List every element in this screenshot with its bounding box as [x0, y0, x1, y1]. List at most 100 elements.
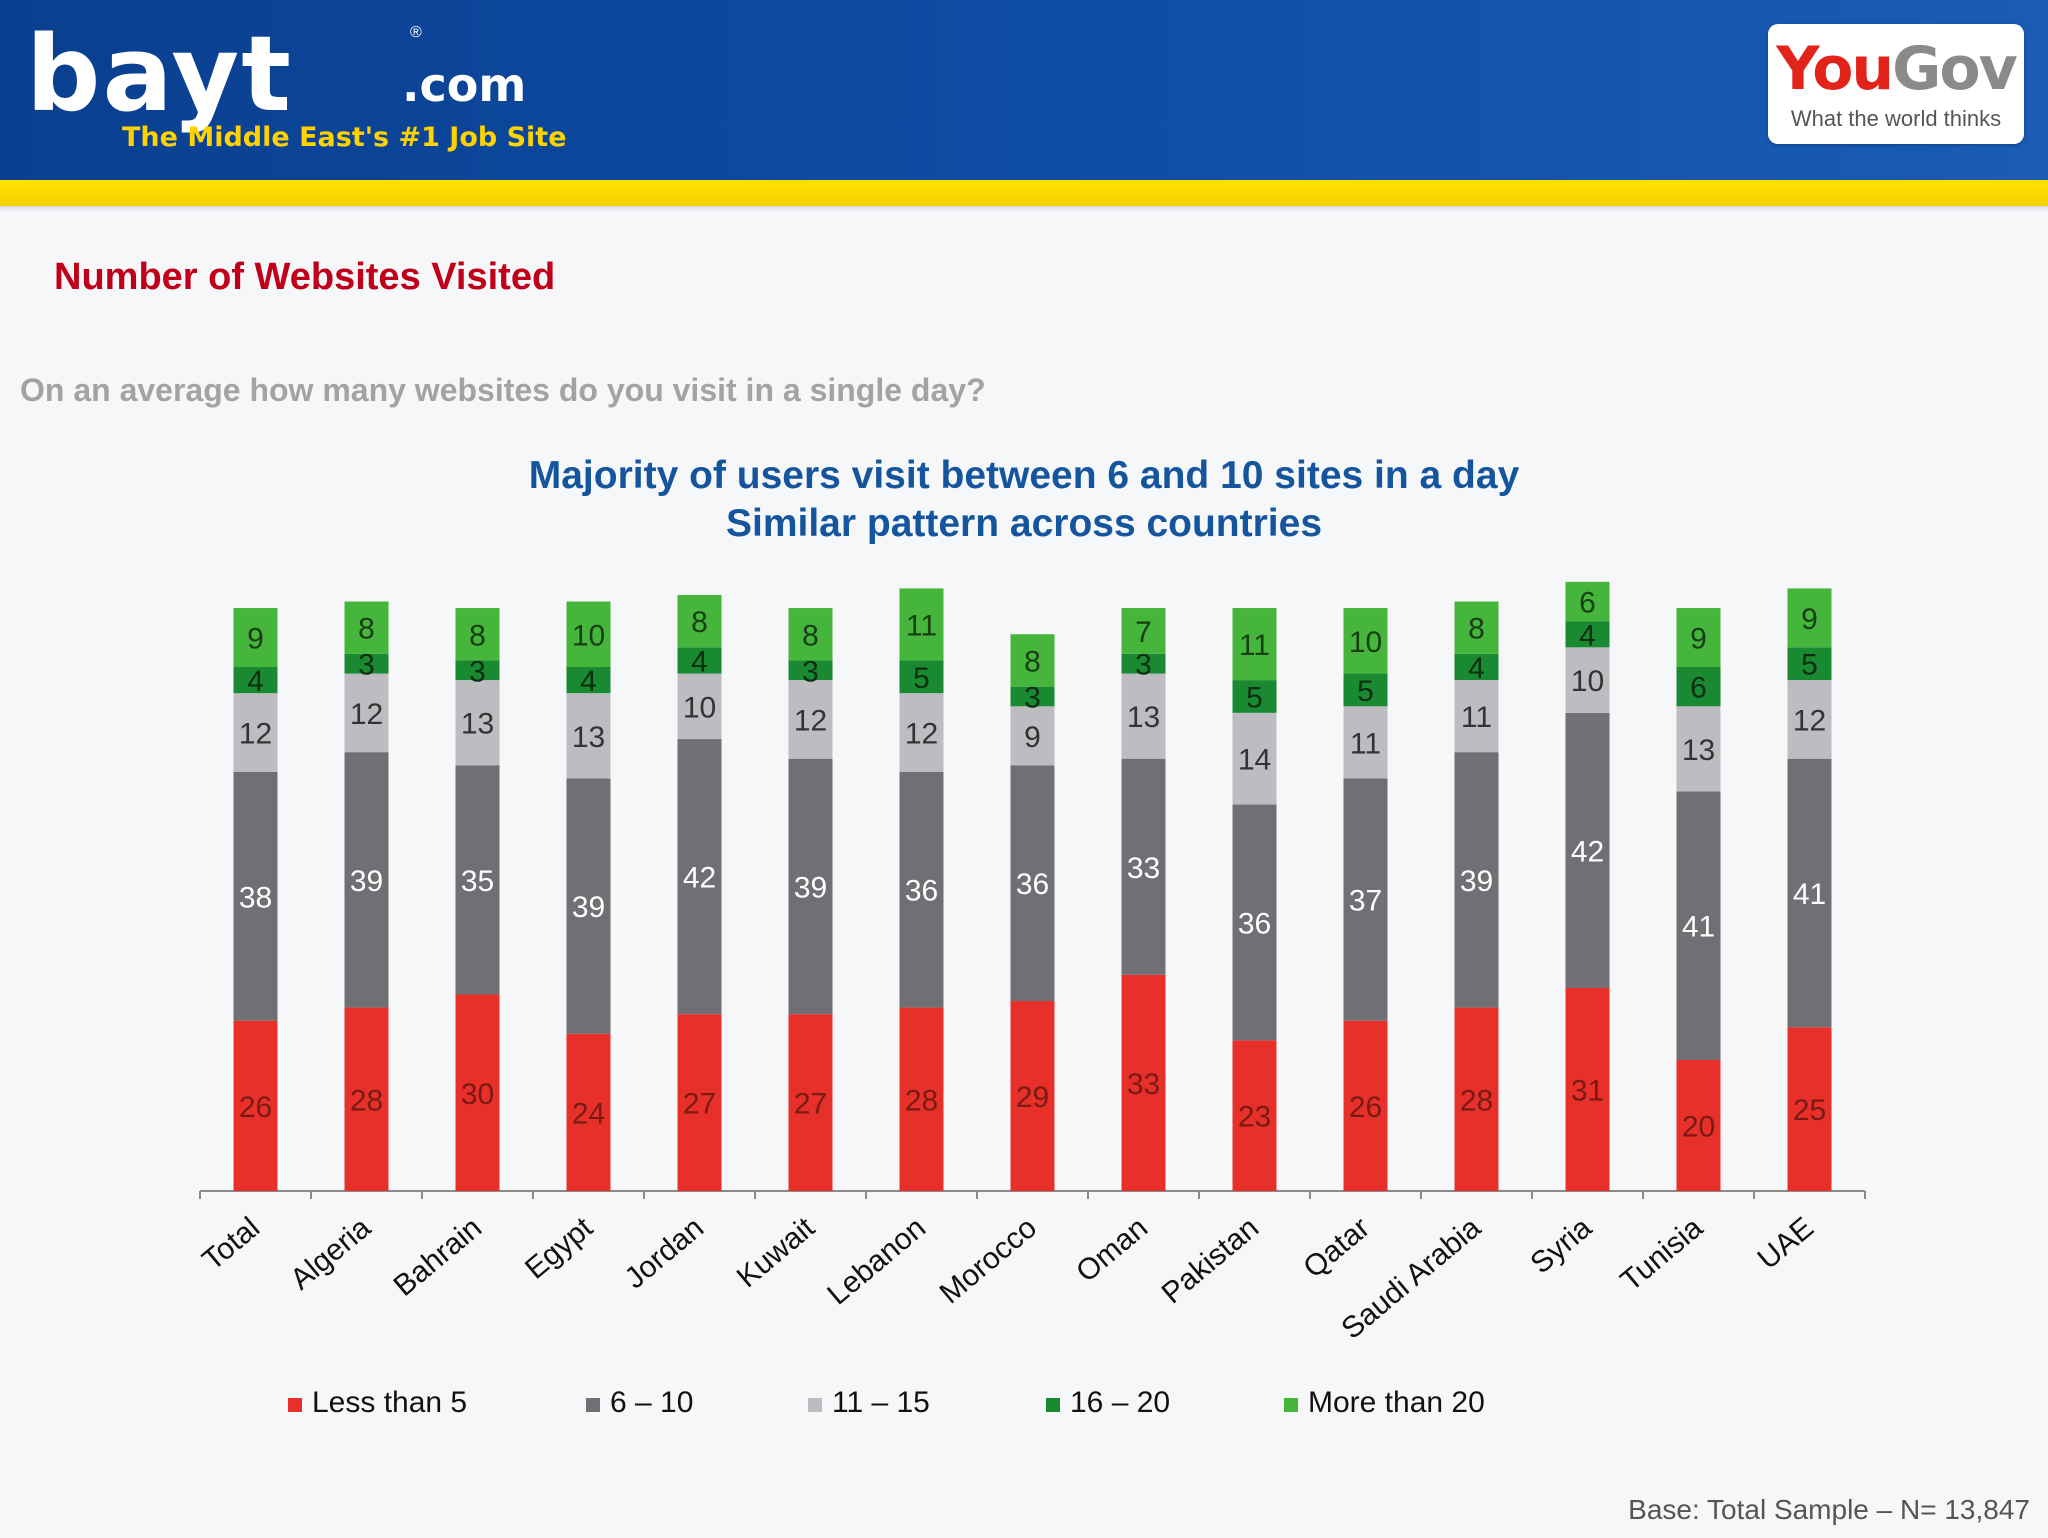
- bar-segment: [1232, 608, 1277, 681]
- data-label: 27: [794, 1088, 827, 1121]
- yougov-wordmark: YouGov: [1768, 34, 2024, 104]
- data-label: 36: [1016, 868, 1049, 901]
- bar-segment: [344, 673, 389, 753]
- bar-segment: [788, 608, 833, 661]
- bar-segment: [1232, 680, 1277, 713]
- bar-segment: [1454, 601, 1499, 654]
- data-label: 8: [691, 606, 708, 639]
- registered-mark: ®: [410, 24, 422, 41]
- bar-segment: [677, 739, 722, 1015]
- bar-segment: [1343, 673, 1388, 707]
- data-label: 39: [794, 871, 827, 904]
- x-tick-label: Total: [196, 1211, 266, 1277]
- bar-segment: [1121, 653, 1166, 674]
- header-shadow: [0, 206, 2048, 212]
- data-label: 28: [905, 1084, 938, 1117]
- bar-segment: [788, 1014, 833, 1191]
- bar-segment: [1343, 608, 1388, 674]
- bar-segment: [1676, 1060, 1721, 1191]
- bar-segment: [566, 1033, 611, 1191]
- data-label: 9: [1024, 721, 1041, 754]
- bayt-logo[interactable]: bayt .com ®: [26, 22, 526, 126]
- bar-segment: [677, 594, 722, 648]
- bar-segment: [1010, 706, 1055, 766]
- data-label: 13: [1127, 701, 1160, 734]
- bar-segment: [788, 660, 833, 681]
- data-label: 30: [461, 1078, 494, 1111]
- x-tick-label: Syria: [1524, 1211, 1598, 1280]
- data-label: 37: [1349, 885, 1382, 918]
- data-label: 4: [1468, 652, 1485, 685]
- bar-segment: [1121, 673, 1166, 759]
- bar-segment: [899, 660, 944, 694]
- bar-segment: [1565, 987, 1610, 1191]
- data-label: 11: [1239, 629, 1270, 662]
- data-label: 5: [913, 662, 930, 695]
- x-tick-label: Pakistan: [1156, 1211, 1265, 1310]
- data-label: 42: [683, 862, 716, 895]
- bar-segment: [1565, 712, 1610, 988]
- bar-segment: [1787, 758, 1832, 1028]
- bar-segment: [455, 608, 500, 661]
- bar-segment: [344, 653, 389, 674]
- data-label: 28: [1460, 1084, 1493, 1117]
- data-label: 10: [1571, 665, 1604, 698]
- bar-segment: [899, 1007, 944, 1191]
- bar-segment: [344, 1007, 389, 1191]
- data-label: 13: [572, 721, 605, 754]
- bar-segment: [233, 667, 278, 694]
- bar-segment: [1454, 752, 1499, 1008]
- x-tick-label: Tunisia: [1615, 1211, 1710, 1298]
- data-label: 12: [1793, 704, 1826, 737]
- data-label: 31: [1571, 1074, 1604, 1107]
- data-label: 5: [1801, 649, 1818, 682]
- data-label: 29: [1016, 1081, 1049, 1114]
- data-label: 4: [1579, 619, 1596, 652]
- headline-line-1: Majority of users visit between 6 and 10…: [528, 454, 1520, 497]
- bar-segment: [566, 778, 611, 1034]
- x-tick-label: Lebanon: [821, 1211, 932, 1311]
- data-label: 3: [802, 655, 819, 688]
- data-label: 28: [350, 1084, 383, 1117]
- legend-swatch: [808, 1398, 822, 1412]
- bar-segment: [1121, 608, 1166, 654]
- data-label: 23: [1238, 1101, 1271, 1134]
- brand-domain: .com: [402, 58, 527, 112]
- data-label: 4: [580, 665, 597, 698]
- chart-headline: Majority of users visit between 6 and 10…: [0, 452, 2048, 548]
- bar-segment: [455, 660, 500, 681]
- x-tick-label: UAE: [1752, 1211, 1820, 1276]
- bar-segment: [899, 588, 944, 661]
- legend-label: 11 – 15: [832, 1386, 930, 1419]
- data-label: 5: [1246, 681, 1263, 714]
- data-label: 3: [1135, 649, 1152, 682]
- data-label: 8: [469, 619, 486, 652]
- data-label: 39: [350, 865, 383, 898]
- legend-label: Less than 5: [312, 1386, 467, 1419]
- data-label: 11: [1350, 727, 1381, 760]
- data-label: 26: [1349, 1091, 1382, 1124]
- bar-segment: [1343, 706, 1388, 779]
- yougov-logo[interactable]: YouGov What the world thinks: [1768, 24, 2024, 144]
- data-label: 9: [1801, 603, 1818, 636]
- bar-segment: [1676, 608, 1721, 667]
- data-label: 11: [906, 609, 937, 642]
- bar-segment: [1454, 1007, 1499, 1191]
- bar-segment: [1565, 647, 1610, 713]
- bar-segment: [1787, 1027, 1832, 1191]
- yougov-gov: Gov: [1892, 34, 2018, 104]
- bar-segment: [1121, 974, 1166, 1191]
- base-footnote: Base: Total Sample – N= 13,847: [1628, 1494, 2030, 1525]
- x-tick-label: Kuwait: [731, 1211, 822, 1295]
- bar-segment: [1232, 804, 1277, 1041]
- bar-segment: [566, 667, 611, 694]
- legend-swatch: [288, 1398, 302, 1412]
- header-banner: [0, 0, 2048, 180]
- legend-swatch: [586, 1398, 600, 1412]
- x-tick-label: Egypt: [519, 1211, 599, 1286]
- data-label: 13: [1682, 734, 1715, 767]
- data-label: 3: [469, 655, 486, 688]
- bar-segment: [1565, 621, 1610, 648]
- yougov-you: You: [1776, 34, 1894, 104]
- bar-segment: [455, 765, 500, 995]
